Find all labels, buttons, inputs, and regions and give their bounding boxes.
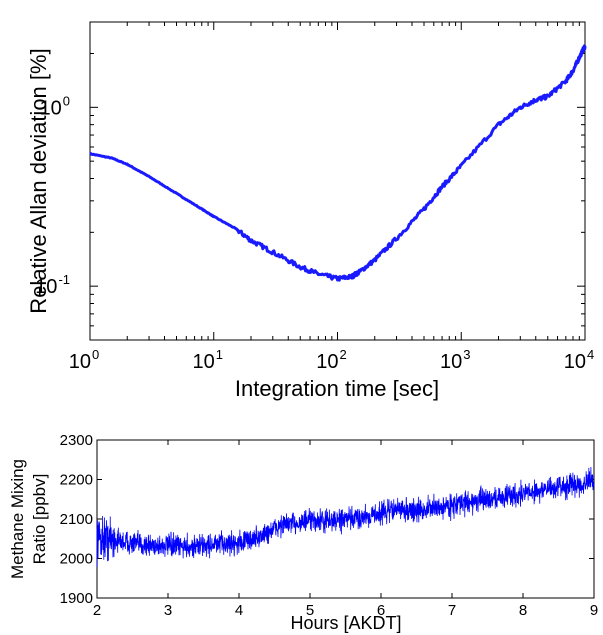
- methane-x-tick-label: 3: [164, 602, 172, 619]
- allan-x-tick-label: 102: [316, 347, 346, 373]
- methane-x-tick-label: 9: [590, 602, 598, 619]
- methane-ratio-line: [96, 466, 595, 568]
- methane-x-tick-label: 4: [235, 602, 243, 619]
- methane-x-tick-label: 7: [448, 602, 456, 619]
- methane-x-tick-label: 5: [306, 602, 314, 619]
- methane-x-tick-label: 2: [93, 602, 101, 619]
- methane-y-tick-label: 2300: [60, 432, 93, 449]
- methane-panel: 2 3 4 5 6 7 8 9 1900 2000 2100 2200 2300 Hours [AKDT…: [8, 432, 598, 633]
- methane-ticks: 2 3 4 5 6 7 8 9 1900 2000 2100 2200 2300: [60, 432, 599, 619]
- allan-x-tick-label: 104: [564, 347, 594, 373]
- methane-y-axis-label-line1: Methane Mixing: [8, 459, 27, 579]
- methane-y-tick-label: 2200: [60, 472, 93, 489]
- allan-x-tick-label: 100: [69, 347, 99, 373]
- methane-y-axis-label-line2: Ratio [ppbv]: [30, 474, 49, 565]
- methane-x-axis-label: Hours [AKDT]: [290, 613, 401, 633]
- allan-x-tick-label: 101: [193, 347, 223, 373]
- allan-axes-frame: [89, 21, 586, 341]
- allan-y-axis-label: Relative Allan deviation [%]: [26, 48, 51, 313]
- methane-x-tick-label: 8: [519, 602, 527, 619]
- methane-y-tick-label: 2100: [60, 511, 93, 528]
- allan-x-axis-label: Integration time [sec]: [235, 376, 439, 401]
- methane-x-tick-label: 6: [377, 602, 385, 619]
- methane-y-tick-label: 1900: [60, 590, 93, 607]
- allan-x-tick-label: 103: [440, 347, 470, 373]
- methane-y-tick-label: 2000: [60, 551, 93, 568]
- allan-deviation-line: [89, 44, 587, 282]
